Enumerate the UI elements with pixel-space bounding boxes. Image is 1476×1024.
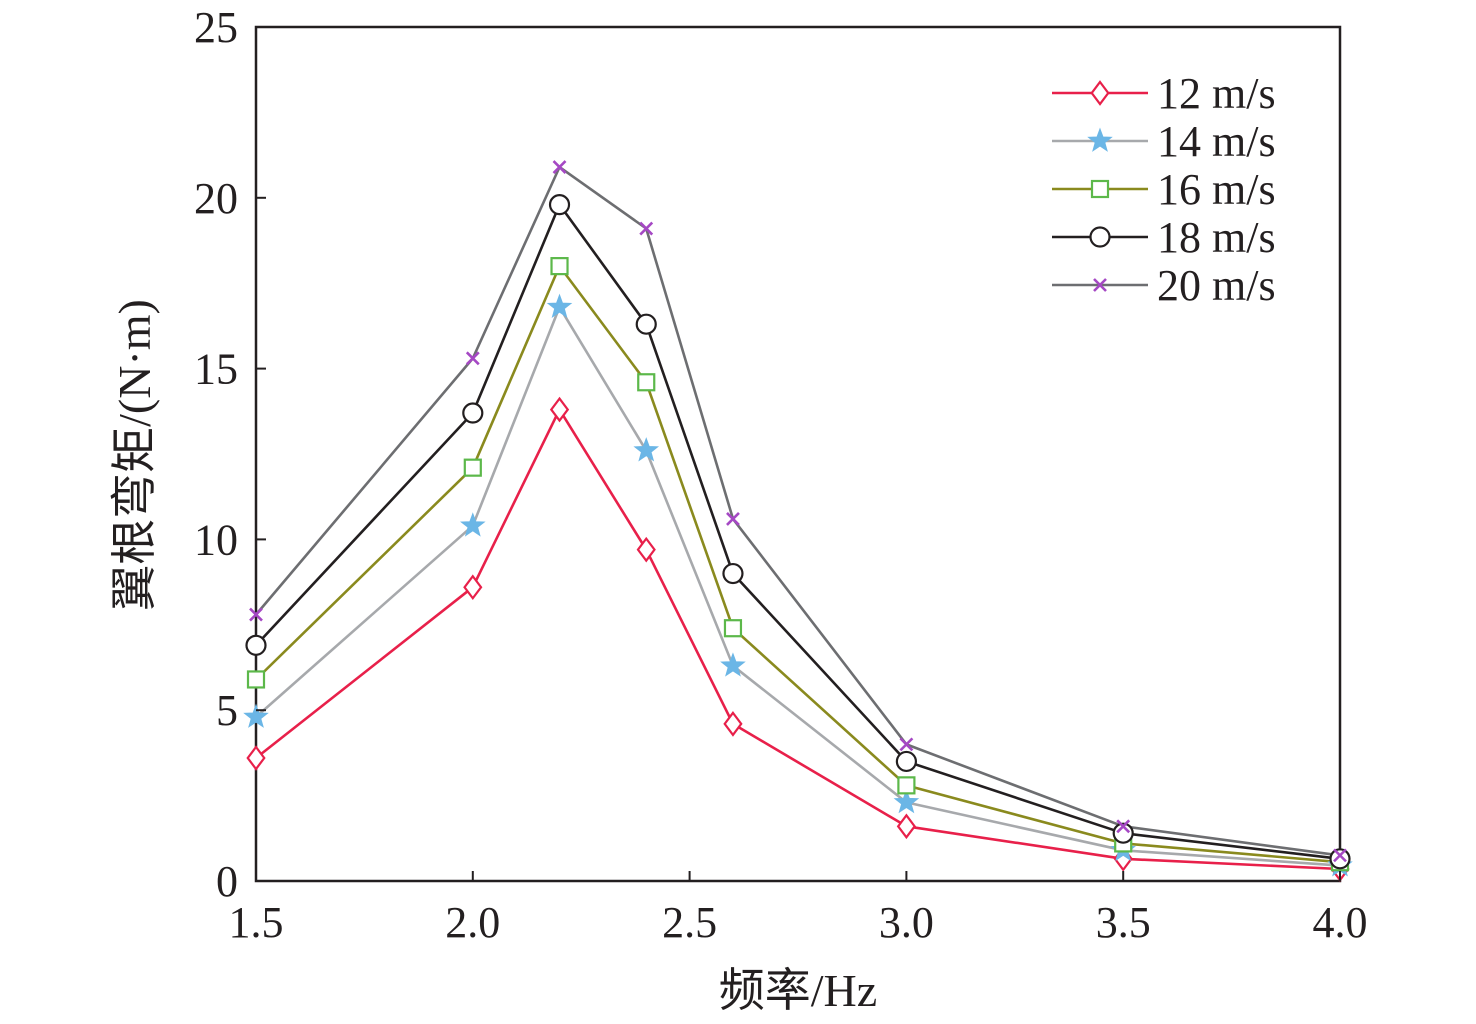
data-point-series-5 <box>249 607 263 622</box>
legend-item: 18 m/s <box>1052 213 1276 262</box>
y-tick-label: 25 <box>194 3 238 52</box>
x-tick-label: 2.5 <box>662 898 717 947</box>
x-axis-ticks: 1.5 2.0 2.5 3.0 3.5 4.0 <box>229 871 1368 947</box>
data-point-series-3 <box>723 619 743 638</box>
data-point-series-3 <box>897 776 916 795</box>
data-point-series-2 <box>546 293 573 318</box>
legend-item: 12 m/s <box>1052 69 1276 118</box>
series-line-2 <box>255 305 1341 867</box>
y-tick-label: 10 <box>194 515 238 564</box>
series-lines <box>255 165 1341 871</box>
legend-label: 12 m/s <box>1157 69 1276 118</box>
legend-marker <box>1087 127 1113 152</box>
data-point-series-2 <box>893 788 920 814</box>
legend-marker <box>1090 80 1110 106</box>
data-point-series-1 <box>636 536 656 563</box>
data-point-series-5 <box>465 351 480 366</box>
data-point-series-4 <box>895 750 918 773</box>
data-point-series-4 <box>635 313 657 335</box>
data-point-series-4 <box>1112 822 1134 844</box>
data-point-series-1 <box>723 711 743 737</box>
series-line-5 <box>255 165 1341 857</box>
y-tick-label: 15 <box>194 345 238 394</box>
legend-item: 20 m/s <box>1052 261 1276 310</box>
y-axis-ticks: 0 5 10 15 20 25 <box>194 3 266 906</box>
y-tick-label: 20 <box>194 174 238 223</box>
series-line-4 <box>255 203 1341 861</box>
data-point-series-1 <box>463 574 483 601</box>
y-axis-title: 翼根弯矩/(N·m) <box>109 299 160 611</box>
legend: 12 m/s14 m/s16 m/s18 m/s20 m/s <box>1052 69 1276 310</box>
legend-label: 20 m/s <box>1157 261 1276 310</box>
y-tick-label: 5 <box>216 686 238 735</box>
plot-frame-rect <box>254 25 1342 883</box>
x-tick-label: 3.5 <box>1096 898 1151 947</box>
data-point-series-4 <box>548 194 571 216</box>
data-point-series-1 <box>246 745 266 771</box>
legend-item: 16 m/s <box>1052 165 1276 214</box>
data-point-series-5 <box>1116 819 1131 834</box>
x-tick-label: 2.0 <box>445 898 500 947</box>
y-tick-label: 0 <box>216 857 238 906</box>
legend-marker <box>1089 226 1111 248</box>
data-point-series-4 <box>462 402 484 424</box>
data-point-series-5 <box>1333 848 1347 863</box>
data-point-series-3 <box>550 257 569 276</box>
data-point-series-3 <box>463 458 482 477</box>
data-point-series-5 <box>639 221 654 236</box>
data-point-series-4 <box>1329 848 1351 870</box>
data-point-series-1 <box>896 813 917 840</box>
legend-marker <box>1093 278 1107 292</box>
x-tick-label: 3.0 <box>879 898 934 947</box>
data-point-series-1 <box>549 396 570 423</box>
x-axis-title: 频率/Hz <box>719 965 877 1016</box>
legend-label: 16 m/s <box>1157 165 1276 214</box>
data-point-series-2 <box>243 703 269 728</box>
x-tick-label: 4.0 <box>1313 898 1368 947</box>
x-tick-label: 1.5 <box>229 898 284 947</box>
legend-label: 14 m/s <box>1157 117 1276 166</box>
data-point-series-3 <box>246 670 266 689</box>
series-markers <box>243 160 1353 882</box>
data-point-series-5 <box>726 511 740 526</box>
data-point-series-3 <box>637 373 656 392</box>
data-point-series-5 <box>552 160 567 174</box>
legend-item: 14 m/s <box>1052 117 1276 166</box>
legend-label: 18 m/s <box>1157 213 1276 262</box>
legend-marker <box>1090 179 1110 199</box>
data-point-series-4 <box>245 634 267 656</box>
series-line-1 <box>255 408 1341 871</box>
data-point-series-5 <box>899 737 914 752</box>
data-point-series-2 <box>633 437 660 462</box>
data-point-series-2 <box>460 512 486 537</box>
data-point-series-2 <box>720 652 746 677</box>
data-point-series-4 <box>722 562 744 585</box>
plot-frame <box>254 25 1342 883</box>
series-line-3 <box>255 264 1341 864</box>
